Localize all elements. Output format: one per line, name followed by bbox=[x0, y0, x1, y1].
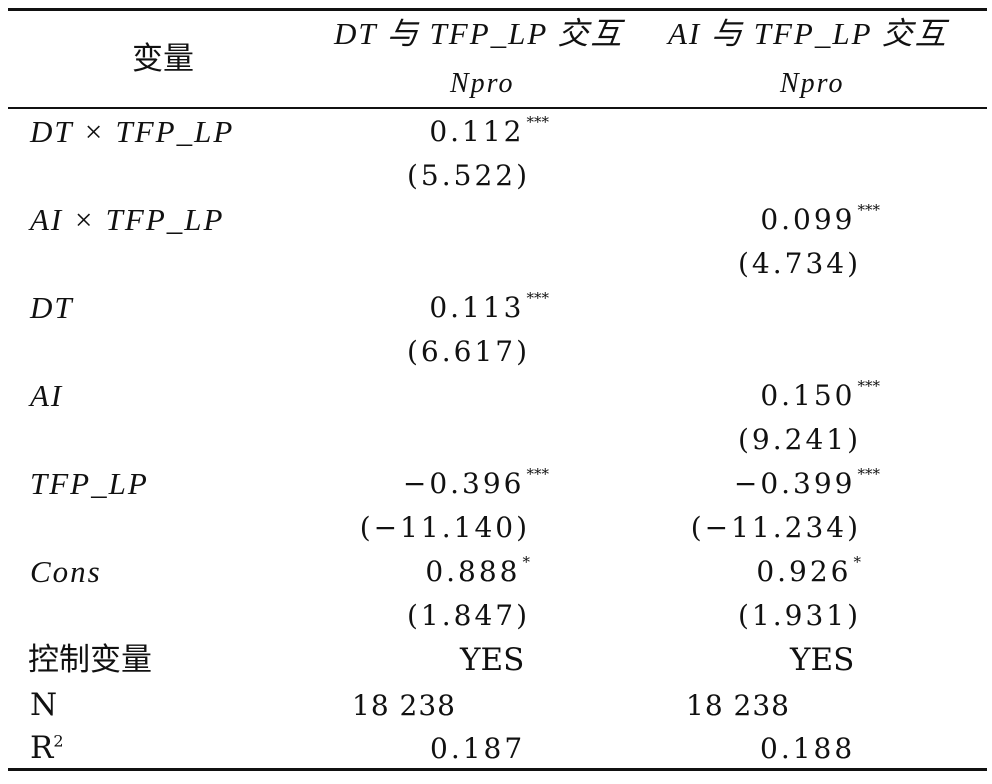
header-col1-title: DT 与 TFP_LP 交互 bbox=[334, 16, 624, 51]
row6-col1-value: 0.888 bbox=[425, 555, 521, 588]
row6-col2-coef: 0.926 * bbox=[756, 555, 861, 588]
row3-col1-tstat: (6.617) bbox=[406, 335, 530, 368]
bottom-rule bbox=[8, 768, 987, 771]
row6-col1-tstat: (1.847) bbox=[406, 599, 530, 632]
row1-col1-value: 0.112 bbox=[429, 115, 525, 148]
row4-col2-coef: 0.150 *** bbox=[760, 379, 880, 412]
row2-col2-significance: *** bbox=[857, 201, 881, 219]
r2-label: R2 bbox=[30, 733, 64, 764]
header-rule bbox=[8, 107, 987, 109]
n-col1: 18 238 bbox=[352, 689, 456, 722]
r2-col2: 0.188 bbox=[760, 732, 856, 765]
row5-col1-coef: −0.396 *** bbox=[402, 467, 549, 500]
row5-col1-tstat: (−11.140) bbox=[359, 511, 530, 544]
row1-col1-significance: *** bbox=[526, 113, 550, 131]
row6-col1-significance: * bbox=[522, 553, 531, 571]
r2-letter: R bbox=[30, 730, 54, 766]
r2-superscript: 2 bbox=[53, 731, 64, 751]
row3-col1-coef: 0.113 *** bbox=[429, 291, 549, 324]
row6-col2-significance: * bbox=[853, 553, 862, 571]
n-col2: 18 238 bbox=[686, 689, 790, 722]
row6-col1-coef: 0.888 * bbox=[425, 555, 530, 588]
header-col2-subtitle: Npro bbox=[780, 68, 845, 99]
row4-col2-tstat: (9.241) bbox=[737, 423, 861, 456]
row-label-dt: DT bbox=[30, 290, 74, 325]
row1-col1-tstat: (5.522) bbox=[406, 159, 530, 192]
row-label-tfp-lp: TFP_LP bbox=[30, 466, 149, 501]
row-label-dt-x-tfp-lp: DT × TFP_LP bbox=[30, 114, 235, 149]
row4-col2-significance: *** bbox=[857, 377, 881, 395]
row2-col2-coef: 0.099 *** bbox=[760, 203, 880, 236]
header-col2-title: AI 与 TFP_LP 交互 bbox=[668, 16, 948, 51]
row6-col2-tstat: (1.931) bbox=[737, 599, 861, 632]
row3-col1-value: 0.113 bbox=[429, 291, 525, 324]
row5-col2-significance: *** bbox=[857, 465, 881, 483]
row5-col1-significance: *** bbox=[526, 465, 550, 483]
n-label: N bbox=[30, 687, 58, 723]
row4-col2-value: 0.150 bbox=[760, 379, 856, 412]
controls-label: 控制变量 bbox=[28, 642, 152, 678]
top-rule bbox=[8, 8, 987, 11]
controls-col2: YES bbox=[790, 642, 855, 678]
row5-col1-value: −0.396 bbox=[402, 467, 525, 500]
header-variable-label: 变量 bbox=[132, 41, 194, 77]
row1-col1-coef: 0.112 *** bbox=[429, 115, 549, 148]
r2-col1: 0.187 bbox=[430, 732, 526, 765]
row5-col2-value: −0.399 bbox=[733, 467, 856, 500]
row-label-ai-x-tfp-lp: AI × TFP_LP bbox=[30, 202, 225, 237]
row6-col2-value: 0.926 bbox=[756, 555, 852, 588]
row5-col2-tstat: (−11.234) bbox=[690, 511, 861, 544]
row3-col1-significance: *** bbox=[526, 289, 550, 307]
row-label-ai: AI bbox=[30, 378, 64, 413]
row-label-cons: Cons bbox=[30, 554, 102, 589]
row2-col2-value: 0.099 bbox=[760, 203, 856, 236]
header-col1-subtitle: Npro bbox=[450, 68, 515, 99]
row2-col2-tstat: (4.734) bbox=[737, 247, 861, 280]
controls-col1: YES bbox=[460, 642, 525, 678]
row5-col2-coef: −0.399 *** bbox=[733, 467, 880, 500]
